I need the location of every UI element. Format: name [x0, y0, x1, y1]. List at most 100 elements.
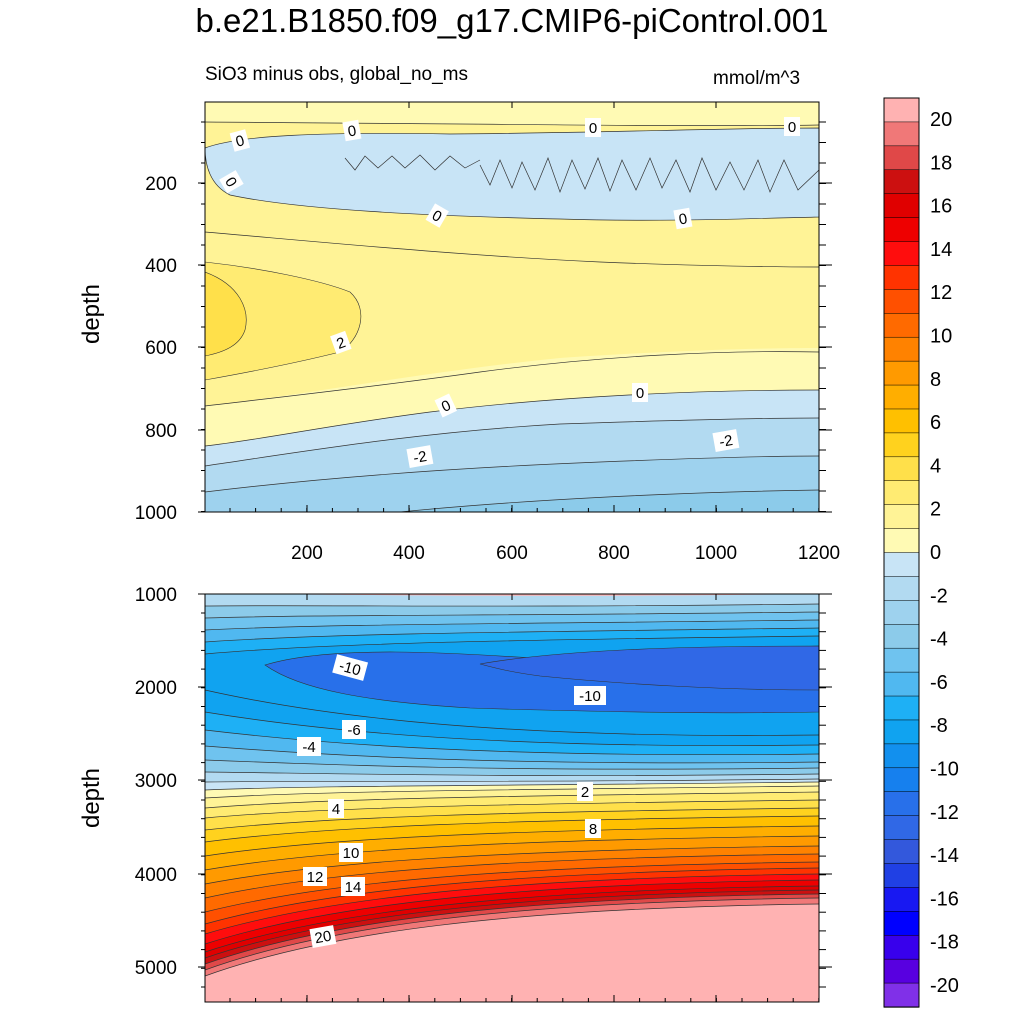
colorbar-swatch-24: [883, 671, 920, 697]
colorbar-frame: [883, 97, 920, 1008]
lower-contour-7: [205, 711, 819, 746]
upper-panel: 0 0 0 0 0 0 0 2 0 0 -2 -2: [205, 102, 819, 512]
lower-band-31: [205, 904, 819, 1002]
upper-y-tick-label: 200: [145, 174, 177, 195]
contour-label-1: 0: [342, 119, 362, 142]
contour-label-7: 2: [330, 330, 352, 355]
colorbar-label: 10: [930, 326, 952, 348]
colorbar-swatch-36: [883, 958, 920, 984]
colorbar-swatch-30: [883, 815, 920, 841]
contour-label-bg: [673, 207, 693, 230]
lower-contour-23: [205, 861, 819, 913]
contour-label-text: 14: [345, 879, 362, 896]
contour-label-bg: [425, 203, 449, 228]
contour-label-text: -10: [579, 688, 601, 705]
lower-contour-3: [205, 619, 819, 631]
colorbar-label: 16: [930, 196, 952, 218]
colorbar-label: -10: [930, 759, 959, 781]
contour-label-bg: [342, 119, 362, 142]
lower-y-tick-label: 2000: [135, 678, 177, 699]
colorbar-swatch-27: [883, 743, 920, 769]
colorbar-label: -6: [930, 672, 948, 694]
contour-label-7: 10: [339, 843, 363, 862]
contour-label-text: -10: [337, 657, 362, 679]
contour-label-bg: [577, 782, 593, 801]
colorbar-swatch-29: [883, 791, 920, 817]
colorbar-swatch-16: [883, 480, 920, 506]
lower-contour-14: [205, 785, 819, 799]
colorbar-label: -20: [930, 975, 959, 997]
contour-label-4: 2: [577, 782, 593, 801]
colorbar-label: 4: [930, 455, 941, 477]
lower-contour-16: [205, 799, 819, 819]
contour-label-10: 20: [309, 925, 337, 948]
colorbar-swatch-14: [883, 432, 920, 458]
colorbar-label: -12: [930, 802, 959, 824]
colorbar-swatch-33: [883, 887, 920, 912]
colorbar-swatch-28: [883, 767, 920, 793]
contour-label-bg: [632, 383, 648, 402]
colorbar-swatch-12: [883, 384, 920, 410]
upper-y-tick-label: 400: [145, 256, 177, 277]
colorbar-label: -2: [930, 585, 948, 607]
lower-contour-15: [205, 791, 819, 809]
x-tick-label: 800: [598, 543, 630, 564]
x-tick-label: 1200: [798, 543, 840, 564]
contour-label-bg: [219, 170, 244, 194]
contour-label-3: 0: [784, 117, 800, 136]
contour-label-bg: [328, 799, 344, 818]
upper-y-tick-label: 1000: [135, 503, 177, 524]
colorbar-swatch-11: [883, 360, 920, 386]
contour-label-6: 0: [673, 207, 693, 230]
contour-label-4: 0: [219, 170, 244, 194]
contour-label-8: 0: [632, 383, 648, 402]
colorbar-label: 6: [930, 412, 941, 434]
x-tick-label: 400: [393, 543, 425, 564]
colorbar-swatch-13: [883, 408, 920, 434]
colorbar-swatch-19: [883, 552, 920, 578]
lower-panel: -10 -10 -6 -4 2 4 8 10 12 14 20: [205, 594, 819, 1002]
contour-label-bg: [712, 429, 740, 452]
colorbar-label: 8: [930, 369, 941, 391]
upper-negative-lens: [205, 127, 819, 221]
colorbar-label: -16: [930, 888, 959, 910]
upper-y-tick-label: 600: [145, 338, 177, 359]
contour-label-8: 12: [303, 867, 327, 886]
colorbar-swatch-7: [883, 265, 920, 291]
contour-label-bg: [330, 330, 352, 355]
lower-contour-13: [205, 781, 819, 791]
colorbar-swatch-23: [883, 647, 920, 673]
colorbar-label: 0: [930, 542, 941, 564]
colorbar: 20181614121086420-2-4-6-8-10-12-14-16-18…: [883, 97, 959, 1008]
lower-contour-11: [205, 771, 819, 776]
contour-label-bg: [309, 925, 337, 948]
colorbar-swatch-35: [883, 934, 920, 960]
contour-label-bg: [574, 686, 606, 705]
contour-label-5: 4: [328, 799, 344, 818]
contour-label-bg: [585, 819, 601, 838]
colorbar-swatch-32: [883, 863, 920, 889]
contour-label-text: 4: [332, 801, 340, 818]
lower-y-tick-label: 3000: [135, 771, 177, 792]
lower-contour-24: [205, 867, 819, 925]
contour-label-text: 20: [313, 928, 332, 948]
lower-contour-2: [205, 611, 819, 619]
colorbar-swatch-37: [883, 982, 920, 1008]
contour-label-9: 0: [434, 393, 458, 418]
contour-label-10: -2: [406, 445, 434, 468]
lower-contour-21: [205, 845, 819, 885]
chart-subtitle: SiO3 minus obs, global_no_ms: [205, 64, 468, 85]
contour-label-3: -4: [297, 737, 321, 756]
colorbar-label: -14: [930, 845, 959, 867]
contour-label-text: 0: [678, 210, 689, 228]
colorbar-swatch-34: [883, 911, 920, 936]
colorbar-swatch-17: [883, 504, 920, 530]
upper-band-lower-yellow: [205, 348, 819, 446]
contour-label-bg: [585, 118, 601, 137]
colorbar-label: 12: [930, 282, 952, 304]
x-tick-label: 600: [496, 543, 528, 564]
colorbar-swatch-18: [883, 528, 920, 554]
units-label: mmol/m^3: [713, 68, 801, 89]
contour-label-bg: [297, 737, 321, 756]
contour-label-bg: [434, 393, 458, 418]
